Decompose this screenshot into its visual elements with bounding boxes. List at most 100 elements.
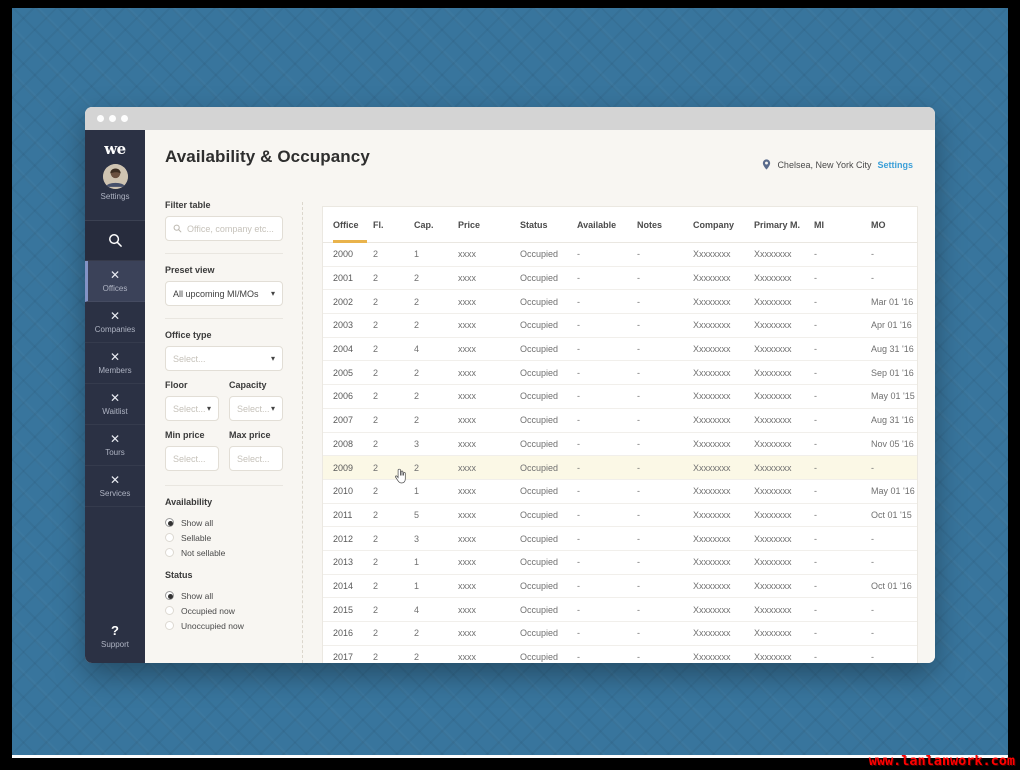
table-cell: Xxxxxxxx (693, 486, 731, 497)
table-cell: 2 (373, 367, 379, 378)
sidebar-item-offices[interactable]: ✕ Offices (85, 261, 145, 302)
table-cell: Xxxxxxxx (754, 367, 792, 378)
table-row[interactable]: 2016 2 2 xxxx Occupied - - Xxxxxxxx Xxxxxxxx - - (323, 622, 917, 646)
filter-search-field[interactable] (165, 216, 283, 241)
sidebar-item-members[interactable]: ✕ Members (85, 343, 145, 384)
max-price-field[interactable] (229, 446, 283, 471)
window-control-dot[interactable] (109, 115, 116, 122)
table-cell: Xxxxxxxx (754, 344, 792, 355)
sidebar-item-waitlist[interactable]: ✕ Waitlist (85, 384, 145, 425)
table-cell: xxxx (458, 320, 476, 331)
table-row[interactable]: 2008 2 3 xxxx Occupied - - Xxxxxxxx Xxxxxxxx - Nov… (323, 433, 917, 457)
table-row[interactable]: 2004 2 4 xxxx Occupied - - Xxxxxxxx Xxxxxxxx - Aug… (323, 338, 917, 362)
main-content: Availability & Occupancy Chelsea, New Yo… (145, 130, 935, 663)
table-cell: xxxx (458, 367, 476, 378)
min-price-field[interactable] (165, 446, 219, 471)
table-cell: - (637, 249, 640, 260)
office-type-select[interactable]: Select... ▾ (165, 346, 283, 371)
radio-label: Show all (181, 517, 214, 528)
table-cell: - (814, 604, 817, 615)
table-cell: May 01 '15 (871, 391, 915, 402)
min-price-input[interactable] (173, 453, 211, 464)
table-cell: Xxxxxxxx (693, 652, 731, 663)
column-header-fl[interactable]: Fl. (373, 219, 384, 230)
table-cell: Xxxxxxxx (693, 438, 731, 449)
table-cell: Xxxxxxxx (693, 320, 731, 331)
table-row[interactable]: 2017 2 2 xxxx Occupied - - Xxxxxxxx Xxxxxxxx - - (323, 646, 917, 663)
sidebar-item-companies[interactable]: ✕ Companies (85, 302, 145, 343)
sidebar-item-label: Waitlist (102, 407, 128, 416)
radio-not-sellable[interactable]: Not sellable (165, 545, 283, 560)
table-cell: 1 (414, 486, 420, 497)
sidebar-item-support[interactable]: ? Support (85, 623, 145, 649)
column-header-available[interactable]: Available (577, 219, 617, 230)
table-cell: 1 (414, 580, 420, 591)
table-cell: 2012 (333, 533, 354, 544)
table-cell: Occupied (520, 273, 559, 284)
column-header-company[interactable]: Company (693, 219, 735, 230)
preset-view-select[interactable]: All upcoming MI/MOs ▾ (165, 281, 283, 306)
table-row[interactable]: 2002 2 2 xxxx Occupied - - Xxxxxxxx Xxxxxxxx - Mar… (323, 290, 917, 315)
table-row[interactable]: 2013 2 1 xxxx Occupied - - Xxxxxxxx Xxxxxxxx - - (323, 551, 917, 575)
radio-label: Sellable (181, 532, 212, 543)
radio-show-all[interactable]: Show all (165, 588, 283, 603)
table-header: Office Fl. Cap. Price Status Available Notes Co… (323, 207, 917, 243)
table-cell: 2 (373, 462, 379, 473)
column-header-notes[interactable]: Notes (637, 219, 663, 230)
window-control-dot[interactable] (121, 115, 128, 122)
table-cell: Xxxxxxxx (693, 391, 731, 402)
column-header-cap[interactable]: Cap. (414, 219, 434, 230)
table-row[interactable]: 2009 2 2 xxxx Occupied - - Xxxxxxxx Xxxxxxxx - - (323, 456, 917, 480)
divider (165, 485, 283, 486)
table-cell: - (814, 628, 817, 639)
column-header-office[interactable]: Office (333, 219, 359, 230)
table-cell: Occupied (520, 344, 559, 355)
sidebar-item-tours[interactable]: ✕ Tours (85, 425, 145, 466)
column-header-mi[interactable]: MI (814, 219, 824, 230)
table-row[interactable]: 2015 2 4 xxxx Occupied - - Xxxxxxxx Xxxxxxxx - - (323, 598, 917, 622)
table-row[interactable]: 2005 2 2 xxxx Occupied - - Xxxxxxxx Xxxxxxxx - Sep… (323, 361, 917, 386)
table-cell: - (637, 320, 640, 331)
table-row[interactable]: 2011 2 5 xxxx Occupied - - Xxxxxxxx Xxxxxxxx - Oct… (323, 504, 917, 528)
table-row[interactable]: 2003 2 2 xxxx Occupied - - Xxxxxxxx Xxxxxxxx - Apr… (323, 314, 917, 338)
availability-label: Availability (165, 497, 213, 507)
capacity-select[interactable]: Select... ▾ (229, 396, 283, 421)
radio-sellable[interactable]: Sellable (165, 530, 283, 545)
sidebar-search-button[interactable] (85, 221, 145, 261)
table-cell: 1 (414, 557, 420, 568)
table-cell: - (577, 580, 580, 591)
table-cell: xxxx (458, 509, 476, 520)
location-settings-link[interactable]: Settings (877, 159, 913, 170)
table-cell: 2 (373, 509, 379, 520)
table-row[interactable]: 2001 2 2 xxxx Occupied - - Xxxxxxxx Xxxxxxxx - - (323, 267, 917, 291)
column-header-primary-m[interactable]: Primary M. (754, 219, 801, 230)
table-cell: - (577, 533, 580, 544)
column-header-price[interactable]: Price (458, 219, 481, 230)
table-row[interactable]: 2010 2 1 xxxx Occupied - - Xxxxxxxx Xxxxxxxx - May… (323, 480, 917, 504)
table-cell: - (637, 438, 640, 449)
table-cell: Oct 01 '15 (871, 509, 912, 520)
search-input[interactable] (187, 223, 275, 234)
table-cell: Xxxxxxxx (754, 628, 792, 639)
table-cell: Xxxxxxxx (754, 296, 792, 307)
radio-icon (165, 591, 174, 600)
column-header-status[interactable]: Status (520, 219, 548, 230)
floor-select[interactable]: Select... ▾ (165, 396, 219, 421)
table-row[interactable]: 2000 2 1 xxxx Occupied - - Xxxxxxxx Xxxxxxxx - - (323, 243, 917, 267)
table-row[interactable]: 2014 2 1 xxxx Occupied - - Xxxxxxxx Xxxxxxxx - Oct… (323, 575, 917, 599)
table-row[interactable]: 2012 2 3 xxxx Occupied - - Xxxxxxxx Xxxxxxxx - - (323, 527, 917, 551)
radio-show-all[interactable]: Show all (165, 515, 283, 530)
table-cell: 2010 (333, 486, 354, 497)
table-cell: 2 (414, 652, 420, 663)
window-control-dot[interactable] (97, 115, 104, 122)
sidebar-item-settings[interactable]: Settings (101, 164, 129, 201)
table-cell: Xxxxxxxx (693, 557, 731, 568)
max-price-input[interactable] (237, 453, 275, 464)
radio-unoccupied-now[interactable]: Unoccupied now (165, 618, 283, 633)
question-mark-icon: ? (111, 623, 119, 638)
table-row[interactable]: 2006 2 2 xxxx Occupied - - Xxxxxxxx Xxxxxxxx - May… (323, 385, 917, 409)
sidebar-item-services[interactable]: ✕ Services (85, 466, 145, 507)
radio-occupied-now[interactable]: Occupied now (165, 603, 283, 618)
column-header-mo[interactable]: MO (871, 219, 886, 230)
table-row[interactable]: 2007 2 2 xxxx Occupied - - Xxxxxxxx Xxxxxxxx - Aug… (323, 409, 917, 433)
